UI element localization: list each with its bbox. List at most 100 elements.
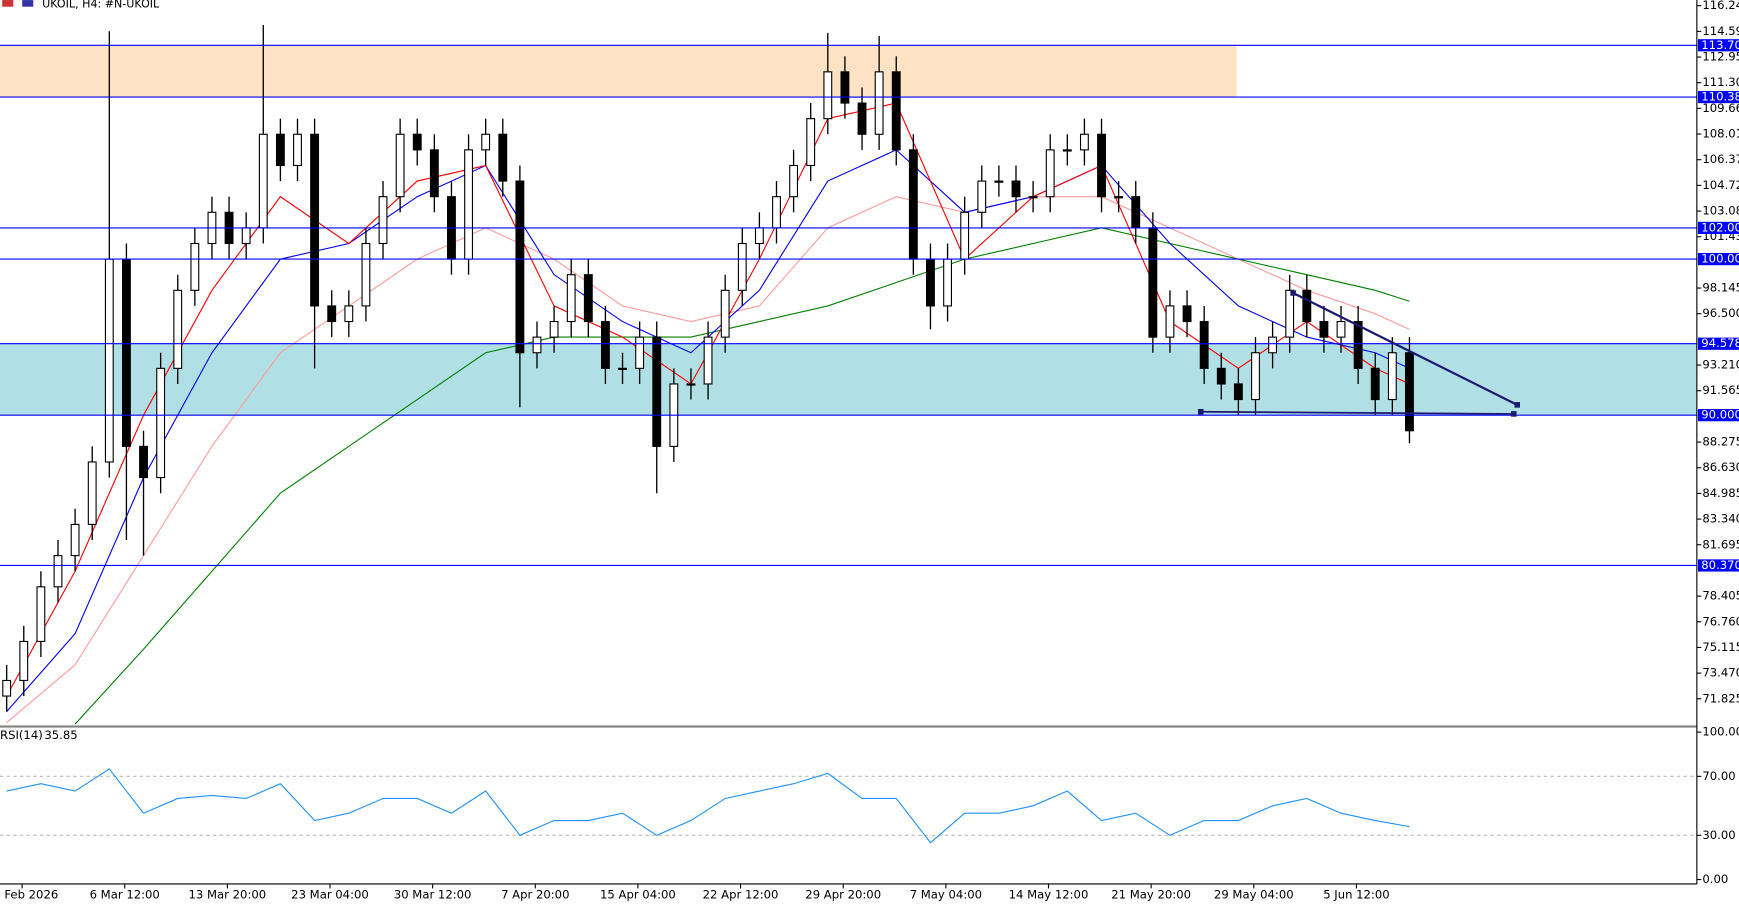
y-tick-label: 109.660	[1702, 101, 1739, 115]
candle-body	[1370, 367, 1380, 401]
candle-body	[139, 445, 148, 479]
candle-body	[1251, 352, 1260, 401]
zone	[0, 343, 1697, 416]
y-tick-label: 93.210	[1702, 358, 1739, 372]
candle-body	[583, 274, 593, 323]
level-tag	[1697, 90, 1739, 104]
candle-body	[1319, 320, 1329, 338]
y-tick-label: 81.695	[1702, 537, 1739, 551]
candle-body	[994, 180, 1004, 183]
candle-body	[686, 383, 696, 386]
candle-body	[1131, 196, 1141, 229]
y-tick-label: 78.405	[1702, 589, 1739, 603]
candle-body	[121, 258, 131, 447]
x-tick-label: 7 May 04:00	[910, 888, 982, 902]
candle-body	[275, 133, 285, 167]
y-tick-label: 104.725	[1702, 178, 1739, 192]
candle-body	[1182, 305, 1192, 323]
candle-body	[36, 586, 46, 642]
candle-body	[823, 71, 833, 120]
candle-body	[977, 180, 987, 213]
candle-body	[1216, 367, 1226, 385]
candle-body	[1028, 196, 1038, 199]
x-tick-label: 7 Apr 20:00	[501, 888, 569, 902]
y-tick-label: 106.370	[1702, 152, 1739, 166]
candle-body	[53, 555, 63, 588]
candle-body	[19, 640, 29, 682]
level-label: 90.000	[1701, 408, 1739, 422]
y-tick-label: 84.985	[1702, 486, 1739, 500]
level-label: 110.384	[1701, 90, 1739, 104]
candle-body	[720, 289, 730, 338]
rsi-line	[6, 768, 1410, 844]
candle-body	[327, 305, 337, 323]
symbol-icon	[2, 0, 14, 7]
moving-average	[74, 227, 1410, 725]
trendline-handle	[1197, 408, 1204, 415]
candle-body	[1011, 180, 1021, 198]
candle-body	[395, 133, 405, 198]
y-tick-label: 108.015	[1702, 127, 1739, 141]
candle-body	[1302, 289, 1312, 323]
candle-body	[1336, 320, 1346, 338]
y-tick-label: 75.115	[1702, 640, 1739, 654]
candle-body	[481, 133, 491, 151]
candle-body	[703, 336, 713, 385]
candle-body	[1233, 383, 1243, 401]
candle-body	[926, 258, 935, 307]
candle-body	[652, 336, 662, 447]
candle-body	[840, 71, 850, 104]
y-tick-label: 76.760	[1702, 614, 1739, 628]
x-tick-label: 5 Jun 12:00	[1323, 888, 1389, 902]
level-label: 80.370	[1701, 558, 1739, 572]
trendline-handle	[1514, 402, 1521, 408]
x-tick-label: 30 Mar 12:00	[394, 888, 472, 902]
y-tick-label: 70.00	[1702, 769, 1735, 783]
candle-body	[600, 320, 610, 369]
level-tag	[1697, 221, 1739, 234]
candle-body	[1165, 305, 1175, 338]
candle-body	[1405, 352, 1414, 432]
y-tick-label: 114.595	[1702, 24, 1739, 38]
candle-body	[960, 211, 970, 260]
rsi-value: 35.85	[44, 728, 77, 742]
level-tag	[1697, 39, 1739, 52]
candle-body	[532, 336, 542, 354]
x-tick-label: 23 Mar 04:00	[291, 888, 369, 902]
candle-body	[1062, 149, 1072, 152]
y-tick-label: 88.275	[1702, 435, 1739, 449]
candle-body	[566, 274, 576, 323]
candle-body	[1268, 336, 1278, 354]
candle-body	[344, 305, 354, 323]
candle-body	[754, 227, 764, 245]
candle-body	[1387, 352, 1397, 401]
candle-body	[1114, 196, 1124, 199]
y-tick-label: 73.470	[1702, 666, 1739, 680]
candle-body	[635, 336, 645, 369]
trendline	[1292, 291, 1518, 406]
candle-body	[361, 242, 371, 307]
candle-body	[857, 102, 867, 135]
x-tick-label: 21 May 20:00	[1111, 888, 1191, 902]
y-tick-label: 30.00	[1702, 828, 1735, 842]
candle-body	[549, 320, 559, 338]
candle-body	[498, 133, 508, 182]
trendline-handle	[1511, 411, 1517, 417]
y-tick-label: 100.00	[1702, 725, 1739, 739]
y-tick-label: 96.500	[1702, 306, 1739, 320]
y-tick-label: 91.565	[1702, 383, 1739, 397]
candle-body	[87, 461, 97, 525]
candle-body	[1285, 289, 1295, 338]
candle-body	[173, 289, 183, 369]
candle-body	[310, 133, 320, 307]
x-tick-label: 15 Apr 04:00	[600, 888, 676, 902]
candle-body	[1097, 133, 1106, 198]
y-tick-label: 83.340	[1702, 512, 1739, 526]
candle-body	[293, 133, 302, 167]
candle-body	[378, 196, 388, 245]
chart-title: UKOIL, H4: #N-UKOIL	[42, 0, 160, 10]
y-tick-label: 98.145	[1702, 281, 1739, 295]
candle-body	[190, 242, 200, 291]
x-tick-label: 29 Apr 20:00	[805, 888, 881, 902]
